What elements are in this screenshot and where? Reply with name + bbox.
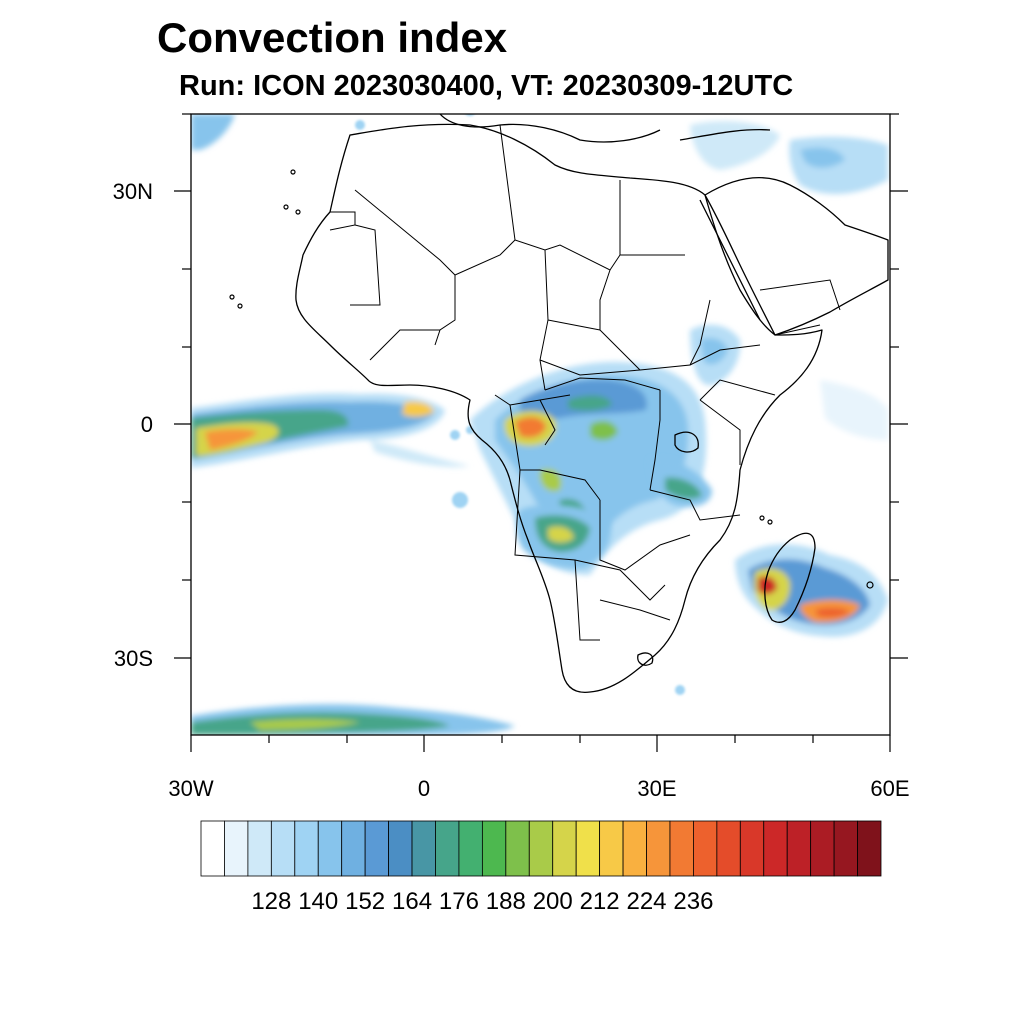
colorbar-label: 224 [626, 888, 667, 915]
colorbar-box [739, 820, 765, 877]
colorbar-box [786, 820, 812, 877]
colorbar-box [810, 820, 835, 877]
colorbar-box [528, 820, 554, 877]
colorbar-box [833, 820, 858, 877]
colorbar-box [599, 820, 624, 877]
colorbar-box [317, 820, 343, 877]
south-atlantic-convection [191, 704, 515, 735]
lake-victoria [674, 431, 699, 453]
colorbar-label: 164 [392, 888, 433, 915]
colorbar-box [669, 820, 694, 877]
colorbar-box [622, 820, 647, 877]
colorbar-label: 176 [438, 888, 479, 915]
lon-label-60e: 60E [870, 776, 910, 801]
colorbar-label: 128 [251, 888, 292, 915]
colorbar-box [341, 820, 366, 877]
map-subtitle: Run: ICON 2023030400, VT: 20230309-12UTC [179, 70, 794, 102]
convection-field [191, 114, 888, 735]
coastlines [295, 114, 889, 694]
scattered-convection [355, 114, 685, 695]
madagascar-coastline [764, 532, 816, 623]
colorbar-box [294, 820, 319, 877]
lat-ticks [174, 113, 908, 659]
atlantic-convection-band [191, 393, 470, 468]
colorbar-label: 236 [673, 888, 714, 915]
colorbar-label: 152 [345, 888, 386, 915]
colorbar-label: 212 [579, 888, 620, 915]
lat-label-30n: 30N [112, 179, 153, 204]
turkey-coastline [679, 129, 771, 141]
lon-label-30e: 30E [637, 776, 677, 801]
colorbar-box [552, 820, 577, 877]
colorbar-label: 188 [485, 888, 526, 915]
lat-label-0: 0 [140, 412, 153, 437]
colorbar-box [857, 820, 882, 877]
map-title: Convection index [157, 14, 508, 61]
southern-africa-convection [516, 504, 611, 569]
colorbar-box [693, 820, 718, 877]
colorbar-box [763, 820, 788, 877]
colorbar [200, 820, 882, 877]
lat-label-30s: 30S [113, 646, 153, 671]
colorbar-label: 200 [532, 888, 573, 915]
east-africa-convection [650, 324, 741, 507]
islands [229, 169, 874, 589]
colorbar-box [200, 820, 225, 877]
colorbar-box [505, 820, 530, 877]
arabia-coastline [704, 177, 889, 336]
colorbar-box [270, 820, 296, 877]
colorbar-box [646, 820, 671, 877]
colorbar-label: 140 [298, 888, 339, 915]
colorbar-box [411, 820, 436, 877]
colorbar-box [458, 820, 483, 877]
colorbar-box [575, 820, 601, 877]
colorbar-box [364, 820, 389, 877]
lesotho [637, 652, 654, 666]
colorbar-box [716, 820, 741, 877]
lon-label-30w: 30W [168, 776, 214, 801]
north-convection [191, 114, 888, 440]
colorbar-box [224, 820, 249, 877]
colorbar-box [247, 820, 272, 877]
colorbar-box [435, 820, 460, 877]
lon-ticks [190, 735, 891, 752]
europe-coastline [439, 114, 661, 143]
colorbar-box [481, 820, 507, 877]
colorbar-box [388, 820, 413, 877]
madagascar-convection [735, 544, 888, 637]
lon-label-0: 0 [417, 776, 431, 801]
red-sea [699, 199, 761, 321]
country-borders [329, 124, 841, 641]
